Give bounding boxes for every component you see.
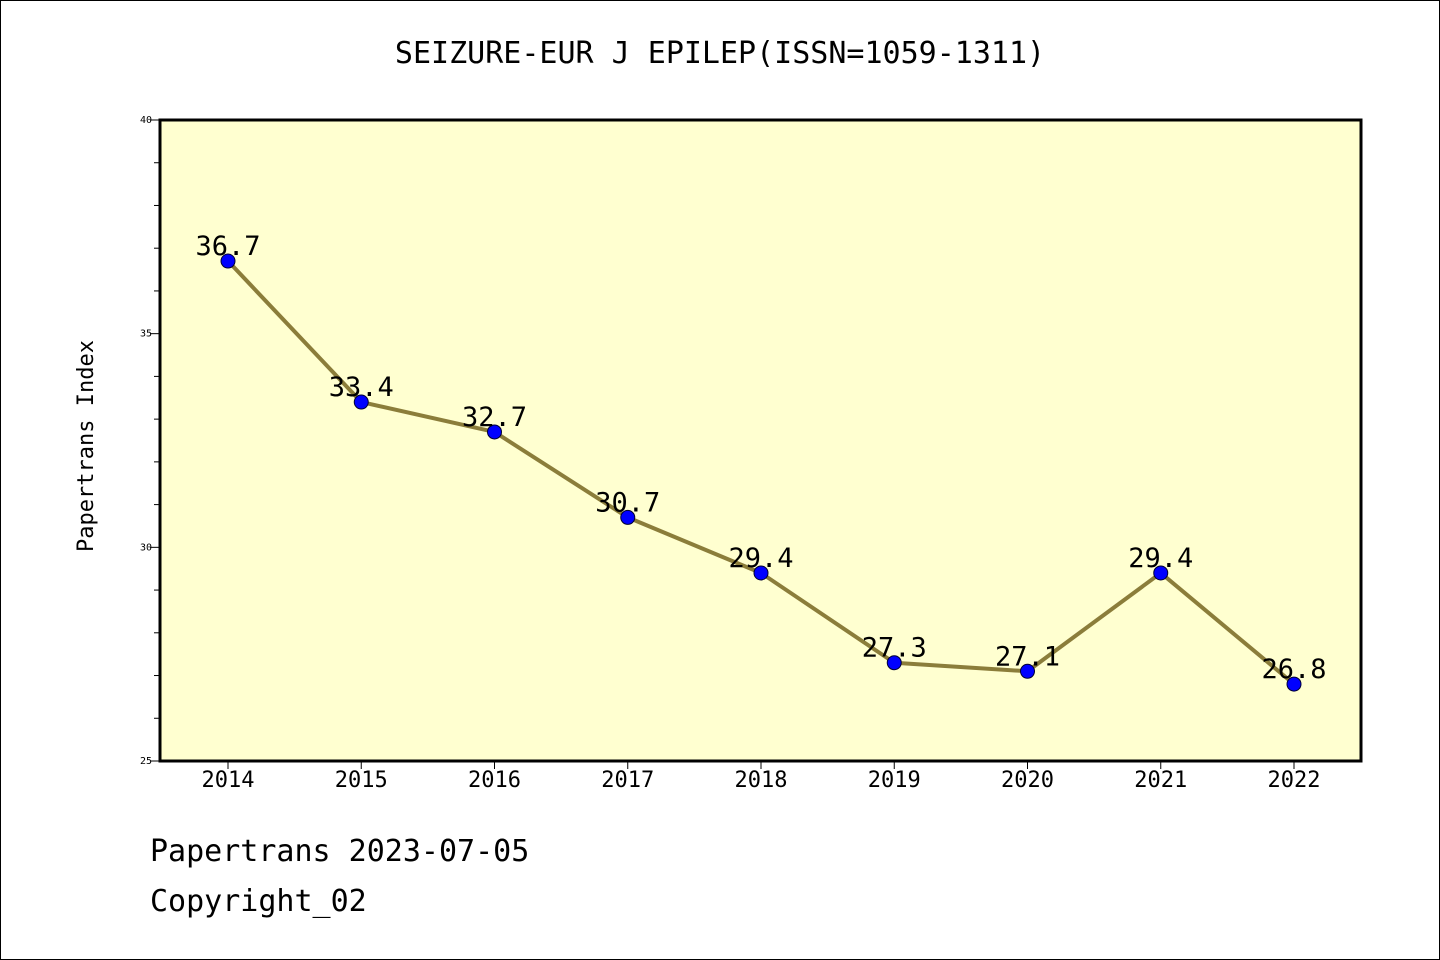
footer-copyright: Copyright_02	[150, 884, 367, 919]
footer-source: Papertrans 2023-07-05	[150, 834, 530, 869]
data-label: 29.4	[728, 543, 793, 574]
x-tick-label: 2022	[1268, 768, 1321, 793]
x-tick-label: 2021	[1134, 768, 1187, 793]
data-label: 27.1	[995, 641, 1060, 672]
chart-title: SEIZURE-EUR J EPILEP(ISSN=1059-1311)	[394, 36, 1046, 71]
data-point	[487, 424, 502, 440]
data-point	[1286, 676, 1302, 692]
x-tick-label: 2014	[202, 768, 255, 793]
x-tick-label: 2019	[868, 768, 921, 793]
x-tick-label: 2015	[335, 768, 388, 793]
data-label: 32.7	[462, 402, 527, 433]
y-tick-label: 35	[140, 329, 152, 340]
data-point	[1153, 565, 1169, 581]
data-labels: 36.7 33.4 32.7 30.7 29.4 27.3 27.1 29.4 26.8	[195, 231, 1326, 685]
data-point	[220, 253, 236, 269]
x-tick-label: 2017	[601, 768, 654, 793]
plot-border	[158, 118, 1363, 763]
plot-area	[160, 120, 1361, 761]
data-point	[753, 565, 769, 581]
data-point	[1020, 663, 1035, 679]
data-point	[886, 655, 902, 671]
data-label: 29.4	[1128, 543, 1193, 574]
data-label: 30.7	[595, 487, 660, 518]
series-markers	[220, 253, 1302, 692]
data-label: 26.8	[1261, 654, 1326, 685]
data-label: 33.4	[329, 372, 394, 403]
x-tick-label: 2020	[1001, 768, 1054, 793]
y-tick-label: 40	[140, 115, 152, 126]
y-tick-label: 25	[140, 756, 152, 767]
data-label: 27.3	[862, 633, 927, 664]
data-point	[620, 509, 636, 525]
data-label: 36.7	[195, 231, 260, 262]
x-tick-label: 2018	[735, 768, 788, 793]
y-axis-ticks: 25 30 35 40	[140, 115, 160, 767]
y-tick-label: 30	[140, 542, 152, 553]
x-tick-label: 2016	[468, 768, 521, 793]
data-point	[353, 394, 369, 410]
x-axis-ticks: 2014 2015 2016 2017 2018 2019 2020 2021 2022	[202, 761, 1321, 793]
